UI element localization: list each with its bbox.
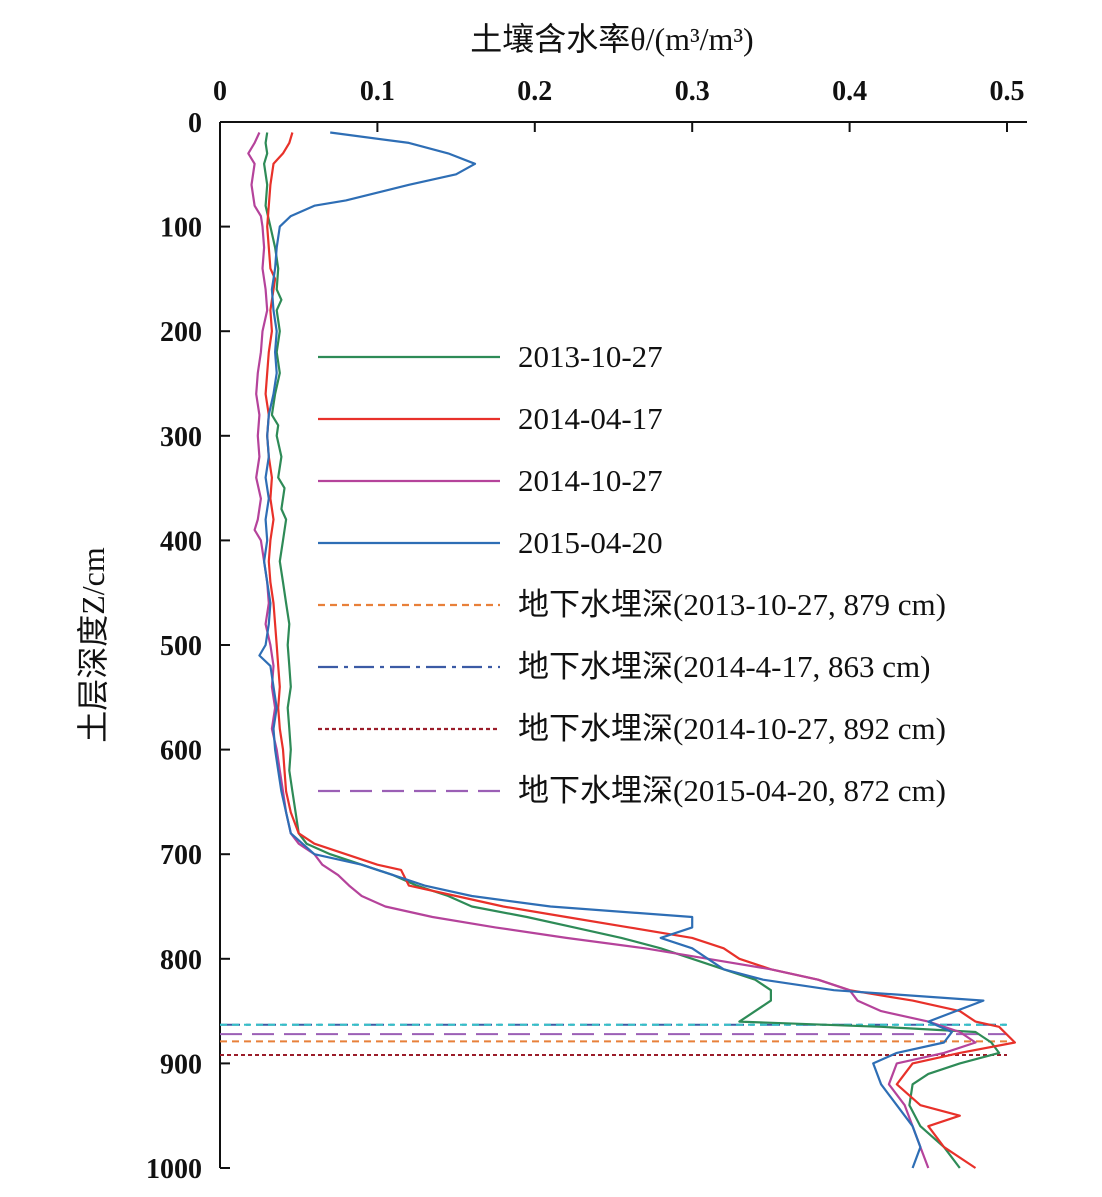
x-tick-label: 0.2 — [517, 76, 552, 107]
legend-label: 地下水埋深(2013-10-27, 879 cm) — [518, 587, 946, 622]
groundwater-depth-lines — [220, 1023, 1007, 1057]
y-tick-label: 0 — [188, 108, 202, 139]
y-axis-title: 土层深度Z/cm — [75, 547, 111, 743]
legend-label: 2014-04-17 — [518, 401, 663, 436]
legend-label: 2013-10-27 — [518, 339, 663, 374]
y-tick-label: 1000 — [146, 1154, 202, 1185]
legend-label: 地下水埋深(2015-04-20, 872 cm) — [518, 773, 946, 808]
y-tick-label: 400 — [160, 526, 202, 557]
series-line — [263, 132, 1001, 1169]
y-tick-label: 300 — [160, 422, 202, 453]
x-tick-label: 0.5 — [990, 76, 1025, 107]
y-tick-label: 700 — [160, 840, 202, 871]
x-tick-label: 0 — [213, 76, 227, 107]
x-tick-label: 0.1 — [360, 76, 395, 107]
series-line — [264, 132, 1016, 1169]
series-line — [258, 131, 985, 1169]
x-axis-title: 土壤含水率θ/(m³/m³) — [470, 21, 753, 57]
y-tick-label: 500 — [160, 631, 202, 662]
legend-label: 2014-10-27 — [518, 463, 663, 498]
legend: 2013-10-27 2014-04-17 2014-10-27 2015-04-20… — [318, 339, 946, 808]
x-tick-label: 0.3 — [675, 76, 710, 107]
x-tick-label: 0.4 — [832, 76, 867, 107]
series-line — [247, 132, 977, 1169]
y-tick-label: 900 — [160, 1049, 202, 1080]
y-tick-label: 600 — [160, 736, 202, 767]
y-axis: 0 100 200 300 400 500 600 700 800 900 1000 — [146, 108, 230, 1185]
legend-label: 地下水埋深(2014-10-27, 892 cm) — [518, 711, 946, 746]
legend-label: 地下水埋深(2014-4-17, 863 cm) — [518, 649, 930, 684]
x-axis: 0 0.1 0.2 0.3 0.4 0.5 — [213, 76, 1027, 132]
y-tick-label: 100 — [160, 213, 202, 244]
y-tick-label: 800 — [160, 945, 202, 976]
y-tick-label: 200 — [160, 317, 202, 348]
legend-label: 2015-04-20 — [518, 525, 663, 560]
moisture-series-lines — [247, 131, 1016, 1169]
